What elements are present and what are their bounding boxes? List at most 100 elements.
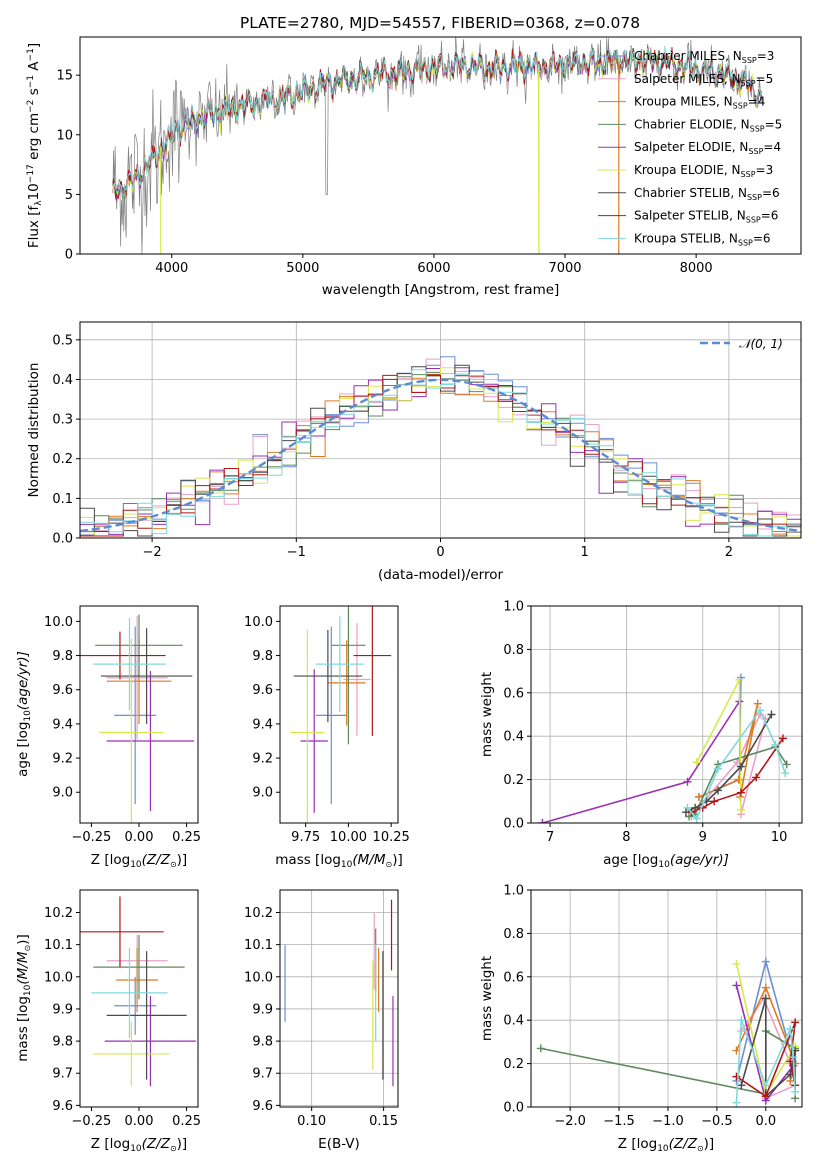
weight-point-marker — [761, 957, 770, 966]
weight-point-marker — [714, 786, 723, 795]
x-axis-label: age [log10(age/yr)] — [603, 852, 729, 870]
axes-spectrum: 4000 5000 6000 7000 8000 0 5 10 15 wavelength [An… — [26, 36, 802, 298]
legend-label: Salpeter MILES, NSSP=5 — [634, 72, 773, 88]
weight-point-marker — [767, 710, 776, 719]
y-tick-label: 9.0 — [52, 786, 73, 801]
x-tick-label: 9 — [699, 830, 707, 845]
x-tick-label: 10.00 — [330, 830, 367, 845]
y-axis-label: age [log10(age/yr)] — [15, 651, 33, 777]
y-axis-label: Flux [fλ10−17 erg cm−2 s−1 A−1] — [26, 43, 44, 248]
axes-weight_vs_Z: −2.0 −1.5 −1.0 −0.5 0.0 0.0 0.2 0.4 0.6 0.8 1.0 mas… — [479, 884, 803, 1154]
label-part: =4 — [748, 95, 766, 109]
legend-label: Chabrier STELIB, NSSP=6 — [634, 186, 780, 202]
y-tick-label: 9.0 — [252, 786, 273, 801]
weight-point-marker — [732, 1072, 741, 1081]
label-part: ⊙ — [170, 860, 177, 869]
legend-label: Kroupa ELODIE, NSSP=3 — [634, 163, 773, 179]
x-axis-label: Z [log10(Z/Z⊙)] — [91, 1136, 187, 1154]
label-part: ⊙ — [170, 1144, 177, 1153]
axes-age_vs_Z: −0.25 0.00 0.259.09.29.49.69.810.0Z [log10… — [15, 605, 201, 870]
axes-frame — [79, 889, 199, 1108]
x-axis-label: mass [log10(M/M⊙)] — [275, 852, 402, 870]
x-tick-label: −2.0 — [554, 1114, 586, 1129]
y-tick-label: 15 — [56, 69, 73, 84]
x-tick-label: 8 — [622, 830, 630, 845]
x-tick-label: −0.5 — [701, 1114, 733, 1129]
weight-point-marker — [761, 1081, 770, 1090]
weight-series-line — [735, 1019, 796, 1103]
weight-series-line — [698, 677, 742, 798]
label-part: Z [log — [618, 1136, 657, 1152]
legend-label: Chabrier MILES, NSSP=3 — [634, 49, 774, 65]
legend-label: Kroupa STELIB, NSSP=6 — [634, 231, 771, 247]
weight-point-marker — [756, 706, 765, 715]
label-part: SSP — [742, 56, 757, 65]
label-part: Chabrier MILES, N — [634, 49, 742, 63]
y-tick-label: 0.6 — [503, 686, 524, 701]
x-tick-label: 0.25 — [172, 830, 201, 845]
weight-series-line — [740, 996, 797, 1100]
label-part: )] — [177, 1136, 188, 1152]
weight-point-marker — [732, 959, 741, 968]
label-part: Z [log — [91, 852, 130, 868]
y-tick-label: 0.6 — [503, 970, 524, 985]
x-tick-label: 8000 — [680, 261, 713, 276]
y-tick-label: 0.4 — [503, 730, 524, 745]
weight-point-marker — [683, 777, 692, 786]
label-part: −17 — [26, 164, 36, 183]
weight-point-marker — [737, 1016, 746, 1025]
y-tick-label: 0.4 — [503, 1014, 524, 1029]
weight-point-marker — [736, 788, 745, 797]
y-tick-label: 10.0 — [44, 970, 73, 985]
label-part: (age/yr)] — [670, 852, 729, 868]
y-tick-label: 9.4 — [52, 717, 73, 732]
legend-label: Salpeter STELIB, NSSP=6 — [634, 209, 778, 225]
label-part: ⊙ — [23, 945, 32, 952]
y-tick-label: 0.0 — [503, 1101, 524, 1116]
weight-point-marker — [538, 819, 547, 823]
label-part: 10 — [23, 710, 33, 722]
label-part: −1 — [26, 48, 36, 61]
weight-point-marker — [732, 981, 741, 990]
weight-point-marker — [786, 1024, 795, 1033]
x-tick-label: 4000 — [155, 261, 188, 276]
label-part: 10 — [26, 183, 42, 200]
label-part: A — [26, 61, 42, 75]
spectrum-model-line — [112, 45, 763, 197]
y-tick-label: 9.7 — [252, 1067, 273, 1082]
label-part: Kroupa STELIB, N — [634, 231, 738, 245]
y-tick-label: 9.9 — [52, 1002, 73, 1017]
y-tick-label: 9.6 — [252, 1099, 273, 1114]
axes-age_vs_mass: 9.75 10.00 10.25 9.0 9.2 9.4 9.6 9.8 10.0 mass [l… — [244, 605, 410, 870]
weight-point-marker — [736, 762, 745, 771]
weight-point-marker — [771, 740, 780, 749]
label-part: SSP — [750, 124, 765, 133]
label-part: Flux [f — [26, 204, 42, 248]
y-tick-label: 0.2 — [503, 773, 524, 788]
x-tick-label: 7 — [546, 830, 554, 845]
y-tick-label: 9.2 — [52, 752, 73, 767]
weight-point-marker — [789, 1053, 798, 1062]
y-tick-label: 9.8 — [52, 1035, 73, 1050]
y-tick-label: 0.1 — [52, 492, 73, 507]
label-part: =3 — [757, 49, 775, 63]
label-part: SSP — [738, 238, 753, 247]
label-part: Z [log — [91, 1136, 130, 1152]
x-tick-label: 0.0 — [755, 1114, 776, 1129]
label-part: s — [26, 88, 42, 99]
plot-area-mass_vs_Z — [80, 896, 197, 1087]
label-part: Chabrier STELIB, N — [634, 186, 747, 200]
plot-area-weight_vs_age — [538, 673, 791, 823]
weight-point-marker — [710, 797, 719, 806]
x-tick-label: 7000 — [548, 261, 581, 276]
label-part: =3 — [756, 163, 774, 177]
weight-point-marker — [737, 1081, 746, 1090]
weight-point-marker — [685, 812, 694, 821]
weight-point-marker — [692, 814, 701, 823]
axes-frame — [79, 321, 802, 539]
y-axis-label: mass [log10(M/M⊙)] — [15, 934, 33, 1061]
x-tick-label: 6000 — [417, 261, 450, 276]
plot-area-age_vs_mass — [290, 606, 392, 823]
y-tick-label: 1.0 — [503, 600, 524, 615]
